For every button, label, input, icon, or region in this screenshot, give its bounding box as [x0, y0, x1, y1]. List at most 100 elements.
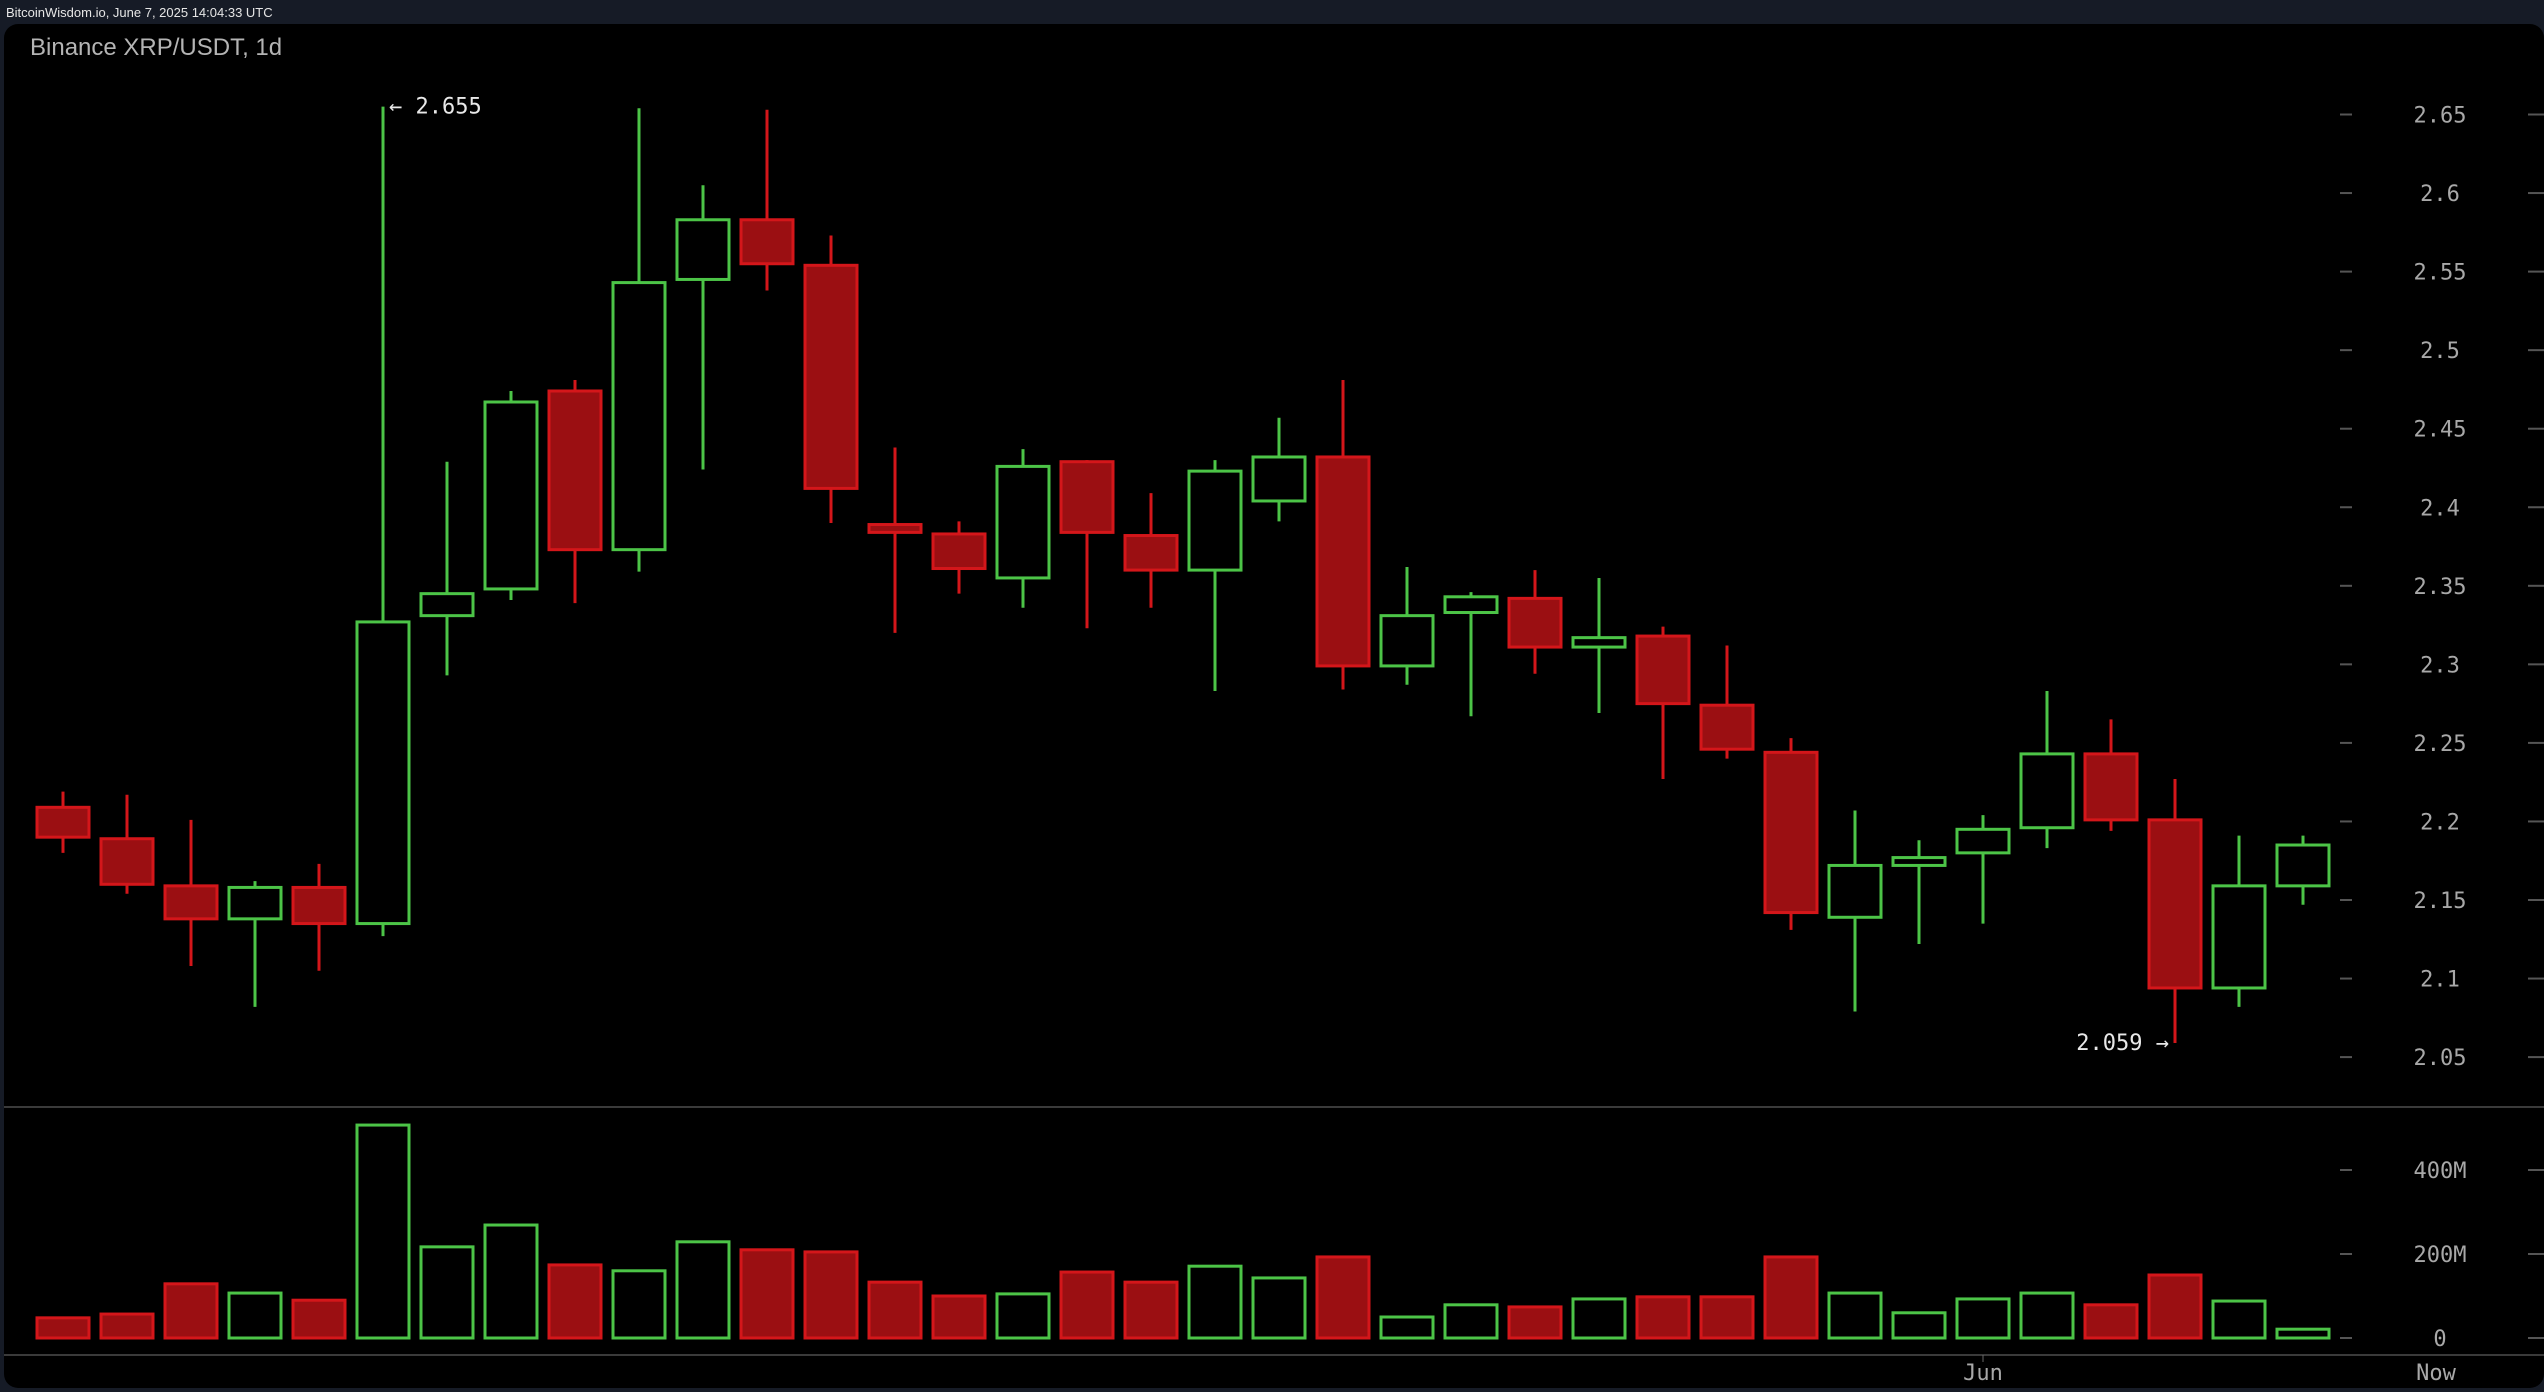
candle-body — [35, 805, 91, 839]
candle — [227, 881, 283, 1007]
volume-bar — [1059, 1270, 1115, 1340]
candle — [1955, 815, 2011, 924]
volume-bar — [2083, 1303, 2139, 1340]
candle-body — [2083, 752, 2139, 822]
volume-bar — [803, 1250, 859, 1340]
price-tick-label: 2.6 — [2420, 182, 2460, 207]
price-tick-label: 2.1 — [2420, 968, 2460, 993]
candlestick-chart[interactable]: 2.65 2.6 2.55 2.5 2.45 2.4 2.35 2.3 2.25 2.2 2.15 2… — [4, 24, 2544, 1388]
candle-body — [1059, 460, 1115, 534]
volume-bar — [1827, 1291, 1883, 1340]
candles — [35, 106, 2331, 1043]
time-tick-label: Jun — [1963, 1361, 2003, 1386]
candle — [35, 791, 91, 853]
price-tick-label: 2.45 — [2414, 418, 2467, 443]
candle — [2147, 779, 2203, 1043]
price-tick-label: 2.2 — [2420, 810, 2460, 835]
chart-panel[interactable]: Binance XRP/USDT, 1d 2.65 2.6 2.55 2.5 2.45 2… — [4, 24, 2544, 1388]
volume-bar — [35, 1316, 91, 1340]
candle — [547, 379, 603, 604]
candle — [1251, 417, 1307, 522]
candle-body — [2019, 752, 2075, 830]
volume-bar — [1187, 1264, 1243, 1340]
candle-body — [1699, 703, 1755, 751]
source-timestamp: BitcoinWisdom.io, June 7, 2025 14:04:33 … — [6, 5, 273, 20]
candle-body — [419, 592, 475, 618]
candle — [1827, 810, 1883, 1012]
candle — [931, 521, 987, 594]
volume-axis: 400M 200M 0 — [2340, 1159, 2544, 1352]
candle-body — [291, 885, 347, 926]
candle-body — [2147, 818, 2203, 990]
price-tick-label: 2.5 — [2420, 339, 2460, 364]
candle-body — [803, 263, 859, 490]
candle — [163, 819, 219, 966]
candle-body — [995, 464, 1051, 580]
volume-bar — [483, 1223, 539, 1340]
candle-body — [163, 884, 219, 921]
candle — [2019, 691, 2075, 849]
candle-body — [931, 532, 987, 571]
candle-body — [1635, 634, 1691, 706]
candle — [2211, 835, 2267, 1007]
price-tick-label: 2.4 — [2420, 496, 2460, 521]
volume-bar — [1571, 1297, 1627, 1340]
volume-bar — [1507, 1305, 1563, 1340]
candle-body — [1315, 455, 1371, 668]
candle — [611, 108, 667, 572]
volume-bar — [2147, 1273, 2203, 1340]
price-tick-label: 2.55 — [2414, 261, 2467, 286]
candle-body — [2275, 843, 2331, 888]
candle — [675, 185, 731, 470]
candle — [1635, 626, 1691, 780]
candle — [1699, 645, 1755, 759]
volume-bar — [867, 1280, 923, 1340]
price-tick-label: 2.05 — [2414, 1046, 2467, 1071]
volume-bar — [2019, 1291, 2075, 1340]
candle-body — [867, 523, 923, 534]
candle-body — [1187, 469, 1243, 572]
candle — [1123, 493, 1179, 608]
panel-dividers — [4, 1106, 2544, 1356]
volume-bar — [1123, 1280, 1179, 1340]
candle-body — [1955, 827, 2011, 855]
candle — [739, 109, 795, 291]
candle-body — [2211, 884, 2267, 990]
candle-body — [675, 218, 731, 281]
max-high-annotation: ← 2.655 — [389, 95, 482, 120]
candle — [419, 461, 475, 676]
volume-bar — [1443, 1303, 1499, 1340]
candle — [2083, 719, 2139, 831]
candle-body — [1763, 750, 1819, 915]
volume-tick-label: 400M — [2414, 1159, 2467, 1184]
volume-bar — [163, 1282, 219, 1340]
candle — [1443, 592, 1499, 717]
price-tick-label: 2.65 — [2414, 104, 2467, 129]
volume-bar — [227, 1291, 283, 1340]
candle-body — [1507, 596, 1563, 649]
candle — [355, 106, 411, 937]
volume-bar — [547, 1263, 603, 1340]
volume-bars — [35, 1123, 2331, 1340]
volume-bar — [739, 1248, 795, 1340]
candle — [1059, 460, 1115, 629]
candle — [867, 447, 923, 633]
candle-body — [99, 837, 155, 886]
candle-body — [483, 400, 539, 591]
volume-bar — [1699, 1295, 1755, 1340]
price-annotations: ← 2.655 2.059 → — [389, 95, 2169, 1056]
candle — [995, 449, 1051, 608]
candle-body — [611, 281, 667, 552]
candle-body — [1571, 636, 1627, 649]
candle-body — [1251, 455, 1307, 503]
candle-body — [1443, 595, 1499, 615]
candle-body — [227, 885, 283, 921]
chart-title: Binance XRP/USDT, 1d — [30, 34, 283, 61]
volume-tick-label: 0 — [2433, 1327, 2446, 1352]
volume-bar — [1379, 1315, 1435, 1340]
price-axis: 2.65 2.6 2.55 2.5 2.45 2.4 2.35 2.3 2.25 2.2 2.15 2… — [2340, 104, 2544, 1071]
volume-bar — [1315, 1255, 1371, 1340]
time-tick-label: Now — [2416, 1361, 2456, 1386]
candle — [1187, 460, 1243, 692]
price-tick-label: 2.35 — [2414, 575, 2467, 600]
